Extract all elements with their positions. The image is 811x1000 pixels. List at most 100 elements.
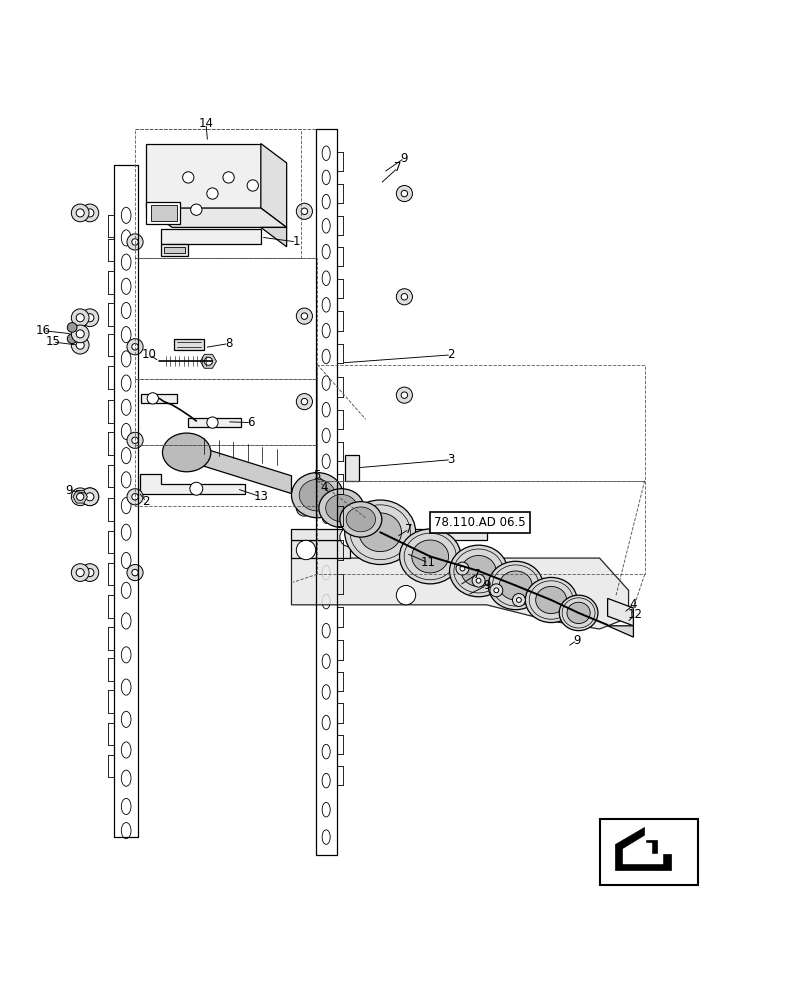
Circle shape: [460, 566, 465, 571]
Bar: [345, 455, 358, 481]
Ellipse shape: [121, 524, 131, 540]
Ellipse shape: [322, 537, 330, 552]
Ellipse shape: [121, 647, 131, 663]
Polygon shape: [151, 205, 177, 221]
Circle shape: [71, 309, 89, 327]
Text: 2: 2: [447, 348, 454, 361]
Ellipse shape: [322, 623, 330, 638]
Circle shape: [86, 209, 94, 217]
Ellipse shape: [322, 298, 330, 312]
Circle shape: [296, 500, 312, 516]
Ellipse shape: [322, 244, 330, 259]
Ellipse shape: [299, 479, 335, 511]
Ellipse shape: [322, 271, 330, 285]
Ellipse shape: [340, 502, 381, 537]
Ellipse shape: [322, 594, 330, 609]
Polygon shape: [291, 540, 349, 558]
Ellipse shape: [121, 711, 131, 727]
Polygon shape: [622, 835, 663, 864]
Circle shape: [131, 569, 138, 576]
Circle shape: [86, 314, 94, 322]
Circle shape: [76, 493, 84, 500]
Text: 9: 9: [65, 484, 72, 497]
Text: 11: 11: [421, 556, 436, 569]
Circle shape: [401, 392, 407, 398]
Ellipse shape: [121, 375, 131, 391]
Circle shape: [147, 393, 158, 404]
Text: 3: 3: [447, 453, 454, 466]
Circle shape: [81, 488, 99, 506]
Text: 7: 7: [473, 568, 480, 581]
Ellipse shape: [499, 571, 531, 600]
Ellipse shape: [535, 586, 566, 614]
Circle shape: [81, 309, 99, 327]
Ellipse shape: [121, 770, 131, 786]
Ellipse shape: [121, 230, 131, 246]
Polygon shape: [161, 244, 188, 256]
Circle shape: [76, 493, 84, 501]
Text: 14: 14: [198, 117, 213, 130]
Ellipse shape: [291, 473, 343, 518]
Polygon shape: [188, 418, 241, 427]
Circle shape: [489, 584, 502, 597]
Polygon shape: [73, 490, 88, 503]
Ellipse shape: [121, 582, 131, 598]
Text: 4: 4: [629, 598, 637, 611]
Ellipse shape: [322, 146, 330, 160]
Ellipse shape: [322, 170, 330, 185]
Circle shape: [86, 493, 94, 501]
Circle shape: [127, 339, 143, 355]
Ellipse shape: [358, 513, 401, 552]
Ellipse shape: [559, 595, 597, 631]
Text: 6: 6: [247, 416, 255, 429]
Circle shape: [207, 188, 218, 199]
Polygon shape: [188, 444, 291, 494]
Ellipse shape: [322, 654, 330, 669]
Circle shape: [296, 540, 315, 560]
Circle shape: [86, 569, 94, 577]
Circle shape: [86, 493, 94, 501]
Ellipse shape: [322, 744, 330, 759]
Circle shape: [67, 334, 77, 344]
Polygon shape: [291, 529, 486, 540]
Circle shape: [340, 527, 358, 547]
Text: 7: 7: [405, 523, 413, 536]
Circle shape: [131, 494, 138, 500]
Polygon shape: [200, 354, 217, 368]
Text: 8: 8: [225, 337, 232, 350]
Circle shape: [76, 330, 84, 338]
Ellipse shape: [121, 679, 131, 695]
Ellipse shape: [121, 351, 131, 367]
Ellipse shape: [322, 428, 330, 443]
Text: 12: 12: [627, 608, 642, 621]
Ellipse shape: [121, 423, 131, 440]
Circle shape: [296, 203, 312, 219]
Ellipse shape: [121, 613, 131, 629]
Ellipse shape: [345, 507, 375, 532]
Circle shape: [512, 594, 525, 606]
Ellipse shape: [322, 802, 330, 817]
Text: 9: 9: [400, 152, 408, 165]
Circle shape: [190, 482, 203, 495]
Circle shape: [81, 564, 99, 581]
Polygon shape: [291, 558, 628, 629]
Circle shape: [456, 562, 468, 575]
Text: 10: 10: [142, 348, 157, 361]
Polygon shape: [607, 598, 633, 626]
Circle shape: [207, 417, 218, 428]
Circle shape: [127, 489, 143, 505]
Polygon shape: [146, 202, 180, 224]
Polygon shape: [161, 229, 260, 244]
Polygon shape: [164, 247, 185, 253]
Ellipse shape: [322, 194, 330, 209]
Circle shape: [182, 172, 194, 183]
Circle shape: [76, 209, 84, 217]
Ellipse shape: [322, 376, 330, 390]
Circle shape: [247, 180, 258, 191]
Ellipse shape: [121, 823, 131, 839]
Text: 9: 9: [573, 634, 580, 647]
Circle shape: [396, 585, 415, 605]
Ellipse shape: [322, 565, 330, 580]
Text: 2: 2: [143, 495, 150, 508]
Ellipse shape: [399, 529, 461, 584]
